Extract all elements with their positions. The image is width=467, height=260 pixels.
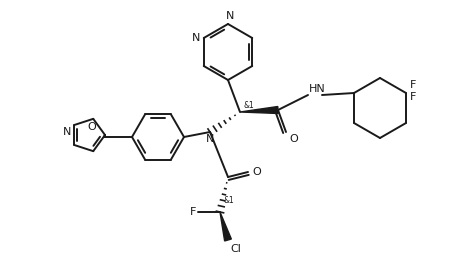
Text: &1: &1 [243, 101, 254, 110]
Text: O: O [87, 122, 96, 132]
Text: F: F [190, 207, 196, 217]
Text: F: F [410, 92, 417, 102]
Text: F: F [410, 80, 417, 90]
Text: N: N [191, 33, 200, 43]
Text: N: N [206, 134, 214, 144]
Polygon shape [240, 107, 278, 114]
Polygon shape [220, 212, 231, 241]
Text: N: N [226, 11, 234, 21]
Text: N: N [63, 127, 71, 137]
Text: O: O [289, 134, 298, 144]
Text: O: O [252, 167, 261, 177]
Text: HN: HN [309, 84, 326, 94]
Text: Cl: Cl [230, 244, 241, 254]
Text: &1: &1 [224, 196, 235, 205]
